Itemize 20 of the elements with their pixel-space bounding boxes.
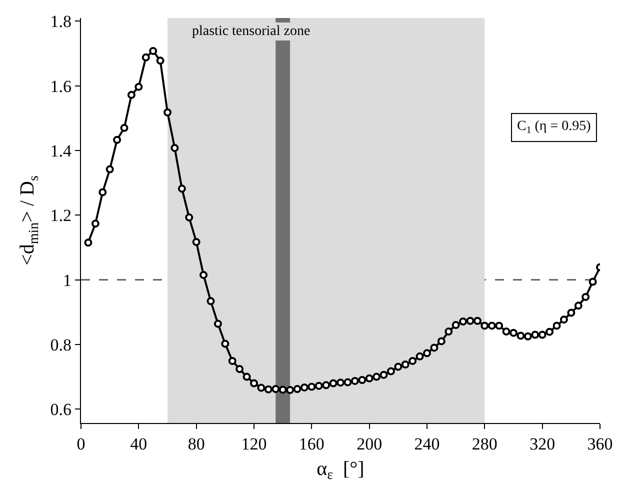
y-tick-label: 1: [62, 270, 72, 290]
x-tick-label: 240: [414, 434, 440, 454]
x-tick-label: 200: [356, 434, 382, 454]
x-tick-label: 280: [472, 434, 498, 454]
x-tick-label: 40: [130, 434, 148, 454]
annotation: C$_{1}$ (η = 0.95): [517, 119, 592, 136]
y-tick-label: 1.4: [50, 141, 72, 160]
x-tick-label: 320: [530, 434, 556, 454]
y-tick-label: 1.2: [50, 206, 72, 226]
y-tick-label: 0.6: [50, 400, 72, 420]
y-tick-label: 0.8: [50, 335, 72, 354]
x-axis-title: α$_{ε}$ [°]: [316, 458, 364, 484]
x-tick-label: 360: [587, 434, 613, 454]
x-tick-label: 80: [188, 434, 205, 454]
x-tick-label: 160: [298, 434, 324, 454]
y-tick-label: 1.6: [50, 76, 72, 96]
band-label: plastic tensorial zone: [192, 24, 310, 39]
x-tick-label: 0: [76, 434, 86, 454]
x-tick-label: 120: [241, 434, 267, 454]
y-tick-label: 1.8: [50, 12, 72, 32]
